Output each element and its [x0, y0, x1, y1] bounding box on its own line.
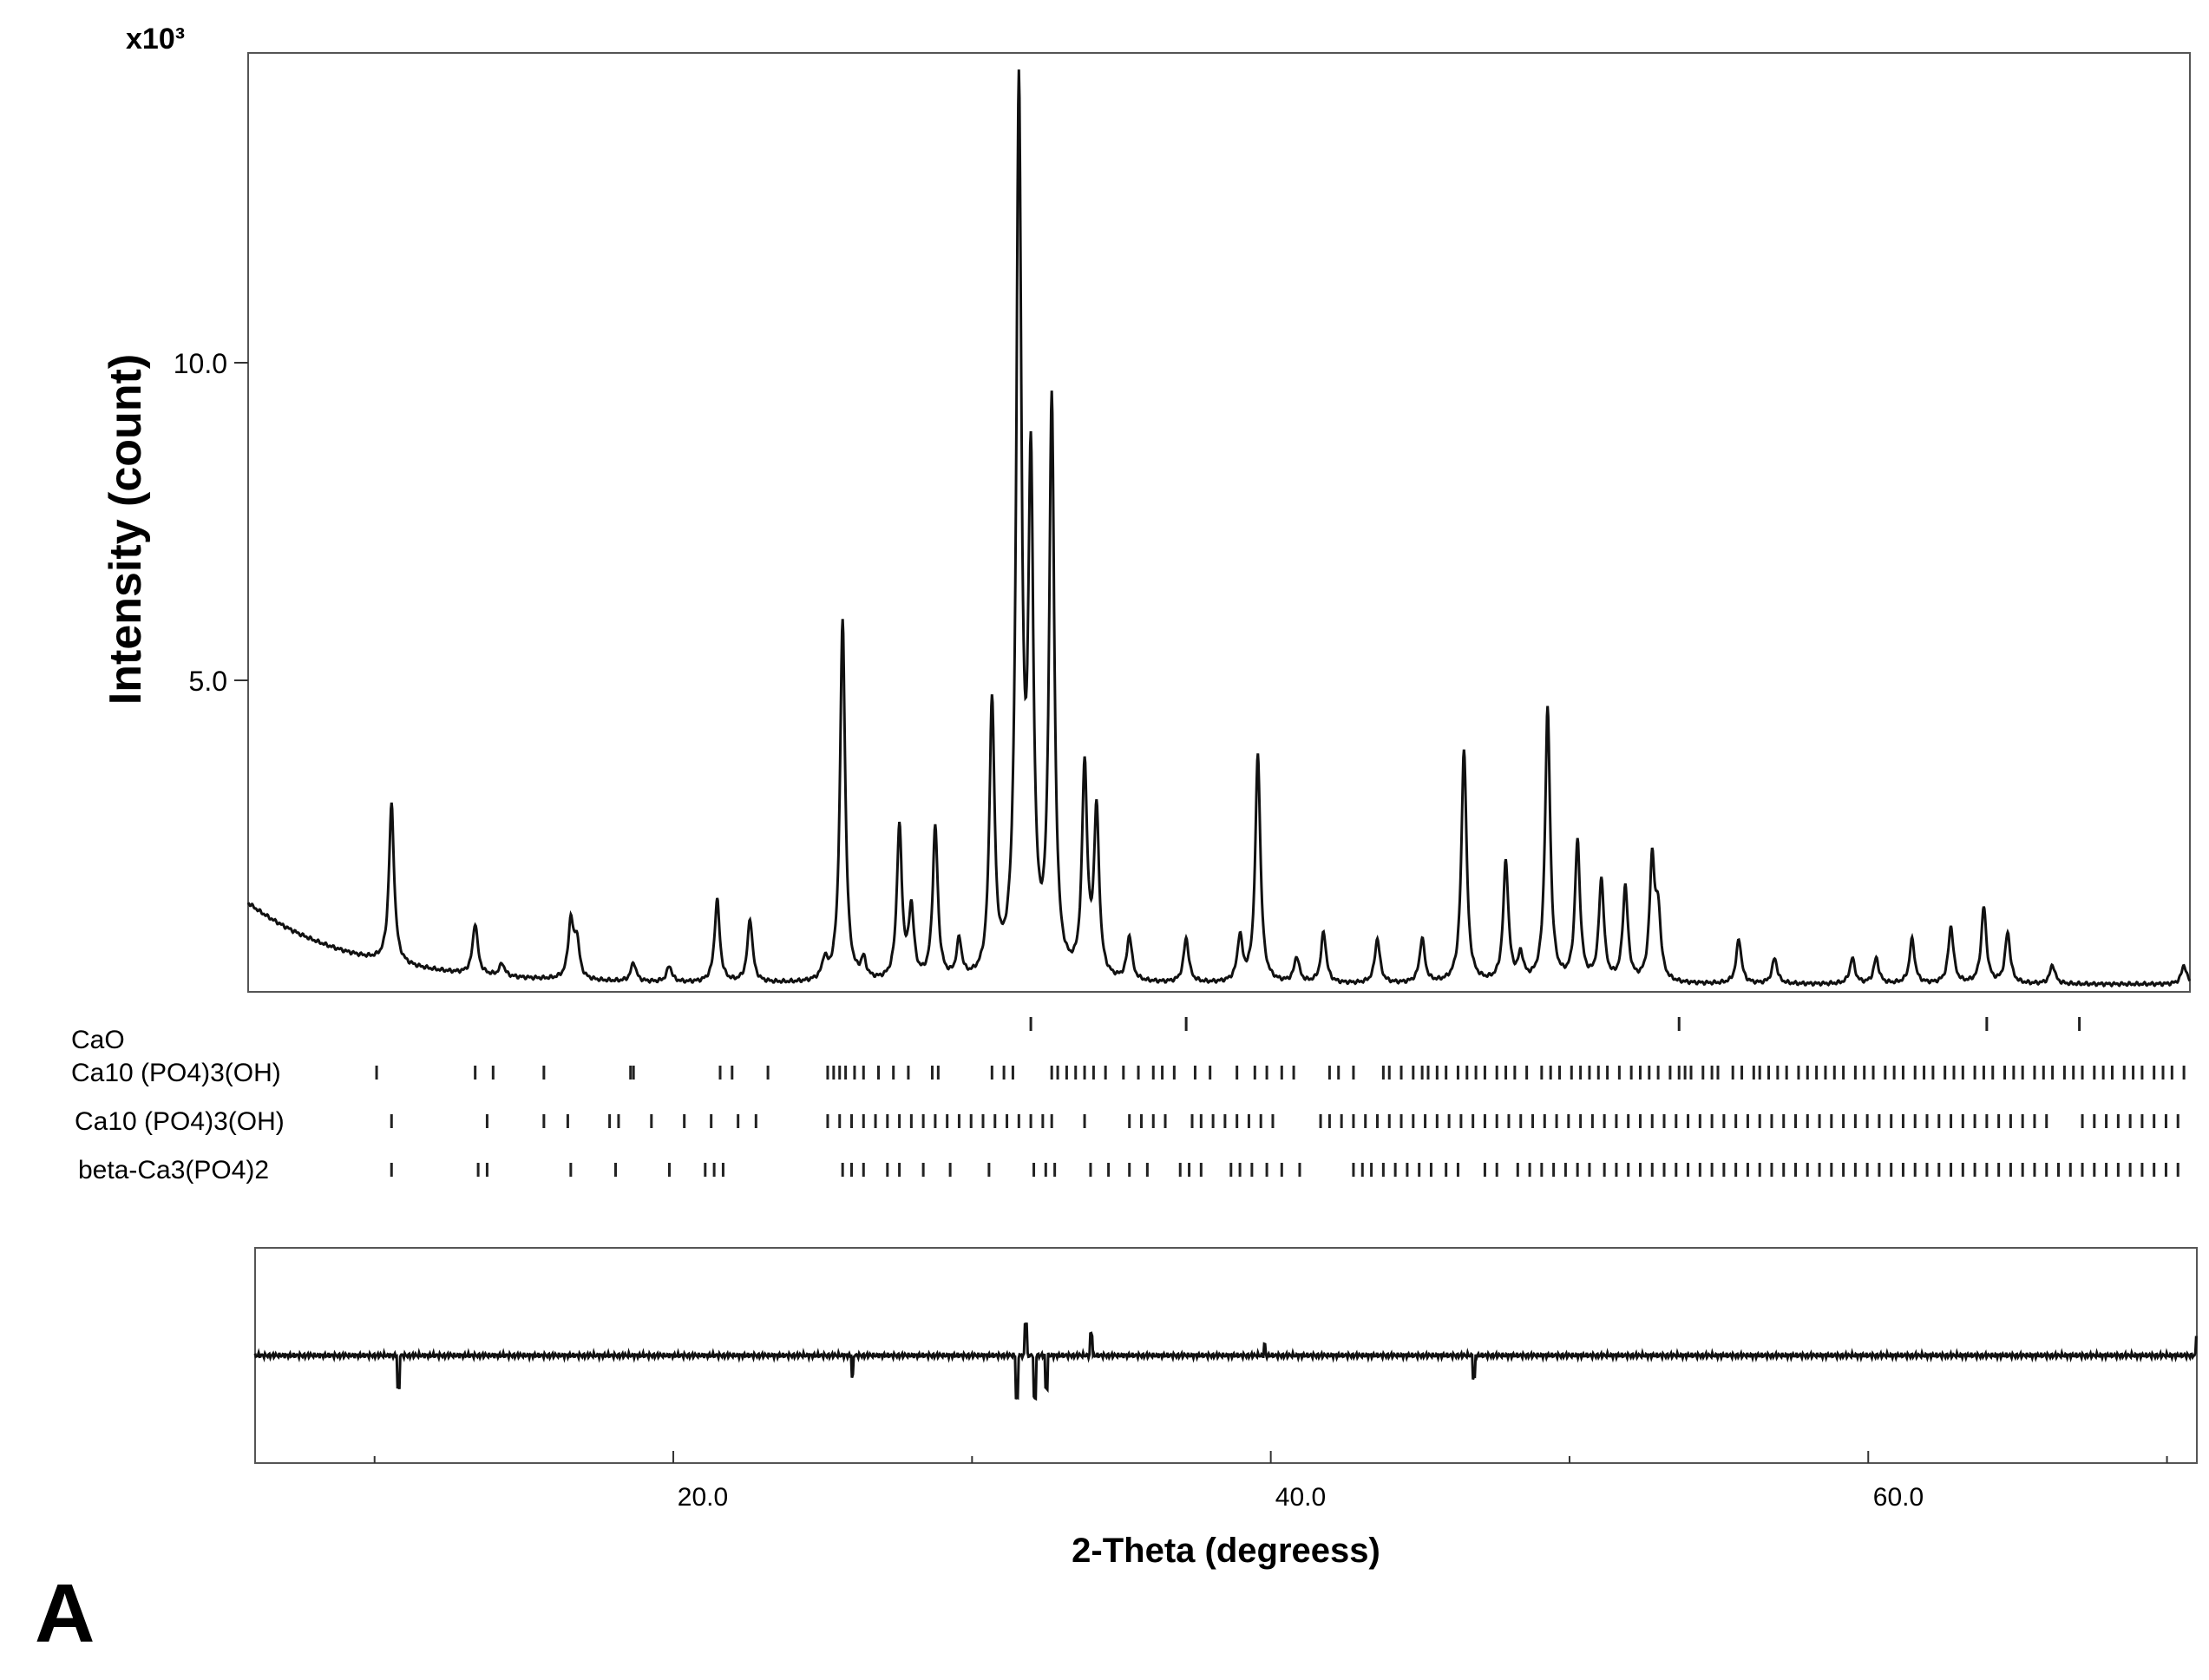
phase-label-tcp: beta-Ca3(PO4)2: [78, 1156, 269, 1185]
y-tick-label: 10.0: [174, 348, 227, 379]
y-axis-label: Intensity (count): [101, 354, 151, 705]
x-ticks: [373, 1451, 2168, 1463]
observed-pattern-line: [246, 69, 2192, 988]
reflection-markers: [375, 1017, 2186, 1177]
y-tick-label: 5.0: [189, 666, 227, 697]
phase-label-cao: CaO: [71, 1026, 125, 1054]
phase-label-hap-2: Ca10 (PO4)3(OH): [75, 1107, 285, 1136]
difference-line: [253, 1322, 2198, 1401]
x-tick-label: 60.0: [1873, 1483, 1924, 1512]
y-multiplier: x10³: [126, 23, 185, 56]
x-tick-label: 40.0: [1275, 1483, 1326, 1512]
x-axis-label: 2-Theta (degreess): [1072, 1532, 1380, 1570]
main-plot-frame: [247, 52, 2191, 993]
x-tick-label: 20.0: [678, 1483, 728, 1512]
phase-label-hap-1: Ca10 (PO4)3(OH): [71, 1059, 281, 1087]
panel-label: A: [35, 1567, 95, 1660]
y-ticks: 10.0 5.0: [174, 348, 248, 697]
